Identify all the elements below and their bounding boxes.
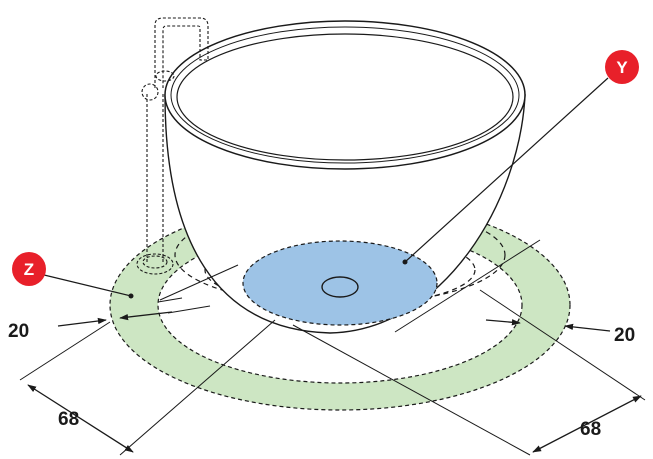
leader-z bbox=[39, 273, 132, 297]
ring-outer-edge bbox=[109, 199, 571, 411]
dimension-extension-lines bbox=[19, 239, 646, 456]
right-overall-arrow bbox=[532, 395, 642, 453]
right-ring-width-arrow bbox=[485, 319, 521, 326]
right-ring-width-label: 20 bbox=[614, 325, 635, 346]
leader-y-dot bbox=[402, 259, 408, 265]
leader-z-dot bbox=[128, 293, 134, 299]
right-overall-label: 68 bbox=[580, 419, 601, 440]
tub-rim-inner bbox=[176, 33, 514, 161]
right-ring-width-arrow-2 bbox=[564, 323, 611, 332]
z-marker-badge: Z bbox=[12, 252, 46, 286]
z-marker-label: Z bbox=[24, 260, 34, 279]
left-overall-label: 68 bbox=[58, 409, 79, 430]
left-ring-width-arrow bbox=[57, 317, 107, 327]
tub-rim-outer bbox=[164, 20, 526, 170]
y-marker-badge: Y bbox=[605, 50, 639, 84]
floor-zone bbox=[242, 240, 438, 326]
left-ring-width-arrow-2 bbox=[119, 311, 173, 321]
leader-y bbox=[404, 77, 609, 263]
floor-faucet bbox=[136, 17, 209, 275]
left-ring-width-label: 20 bbox=[8, 321, 29, 342]
y-marker-label: Y bbox=[616, 58, 628, 77]
left-overall-arrow bbox=[27, 384, 134, 453]
tub-rim-middle bbox=[170, 26, 520, 164]
drain-outlet bbox=[321, 276, 359, 298]
